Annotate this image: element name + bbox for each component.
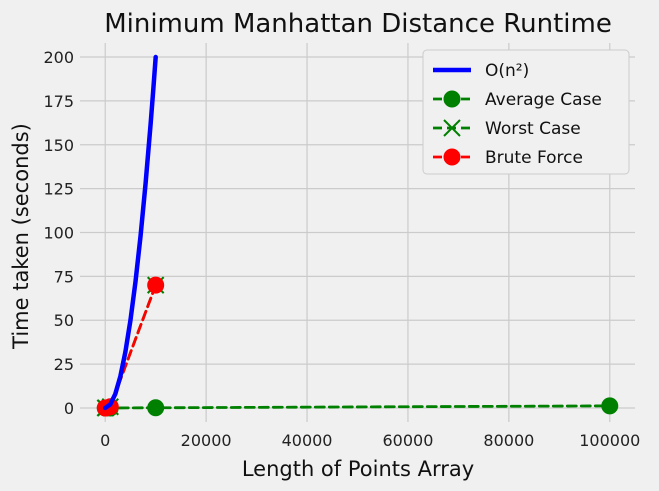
legend-marker xyxy=(443,90,461,108)
series-layer xyxy=(96,54,619,417)
y-tick-label: 25 xyxy=(54,355,74,374)
legend-box xyxy=(422,49,630,175)
legend-marker xyxy=(443,119,461,137)
legend-label: Brute Force xyxy=(485,148,583,168)
y-tick-label: 150 xyxy=(43,136,74,155)
x-tick-label: 40000 xyxy=(282,431,333,450)
x-tick-label: 20000 xyxy=(181,431,232,450)
data-point xyxy=(601,397,619,415)
legend-entry: Average Case xyxy=(433,90,602,110)
series-o-n-squared xyxy=(102,54,158,411)
y-tick-label: 75 xyxy=(54,267,74,286)
x-tick-label: 60000 xyxy=(383,431,434,450)
legend-entry: Worst Case xyxy=(433,119,581,139)
x-tick-labels: 0 20000 40000 60000 80000 100000 xyxy=(100,431,640,450)
legend-marker xyxy=(443,148,461,166)
chart-title: Minimum Manhattan Distance Runtime xyxy=(104,9,612,39)
legend-label: Average Case xyxy=(485,90,602,110)
series-average-case xyxy=(96,397,619,417)
y-tick-label: 0 xyxy=(64,399,74,418)
y-axis-title: Time taken (seconds) xyxy=(9,123,33,350)
y-tick-label: 50 xyxy=(54,311,74,330)
x-tick-label: 0 xyxy=(100,431,110,450)
y-tick-label: 125 xyxy=(43,180,74,199)
x-axis-title: Length of Points Array xyxy=(242,457,474,481)
series-brute-force xyxy=(96,276,165,417)
series-line xyxy=(102,54,158,411)
x-tick-label: 80000 xyxy=(483,431,534,450)
data-point xyxy=(147,276,165,294)
y-tick-label: 100 xyxy=(43,224,74,243)
legend: O(n²) Average Case Worst Case Brute Force xyxy=(422,49,630,175)
y-tick-label: 200 xyxy=(43,48,74,67)
y-tick-label: 175 xyxy=(43,92,74,111)
legend-entry: Brute Force xyxy=(433,148,583,168)
legend-label: Worst Case xyxy=(485,119,581,139)
data-point xyxy=(147,399,165,417)
x-tick-label: 100000 xyxy=(579,431,640,450)
series-worst-case xyxy=(96,276,165,417)
legend-entry: O(n²) xyxy=(433,61,529,81)
y-tick-labels: 0 25 50 75 100 125 150 175 200 xyxy=(43,48,74,418)
legend-label: O(n²) xyxy=(485,61,529,81)
